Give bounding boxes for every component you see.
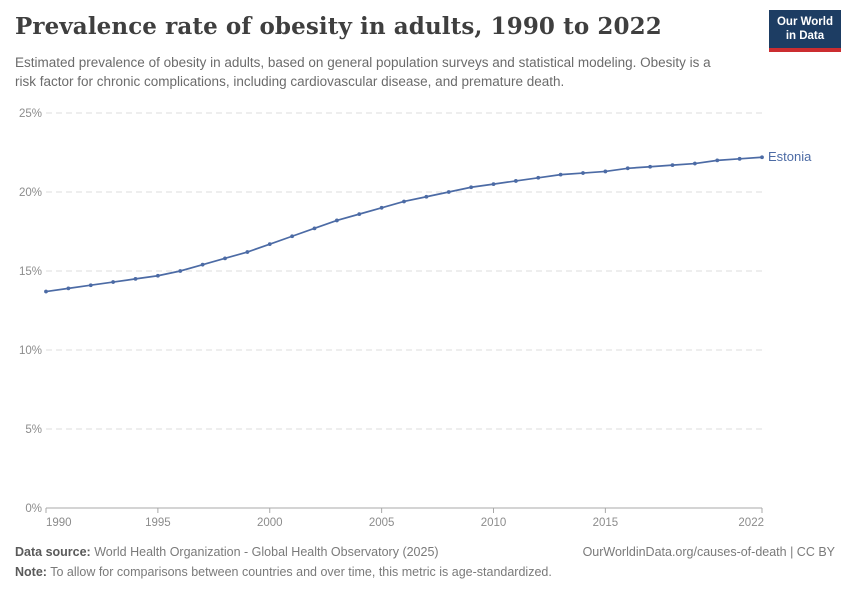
x-tick-label: 2005 [369,517,395,529]
data-source-text: World Health Organization - Global Healt… [90,545,439,559]
data-point [513,179,518,183]
data-point [379,205,384,210]
note-text: To allow for comparisons between countri… [46,565,552,579]
data-point [648,164,653,169]
x-tick-label: 2010 [481,517,507,529]
data-point [290,234,295,239]
data-point [760,155,764,160]
data-point [536,175,541,180]
y-tick-label: 0% [25,503,42,515]
data-point [88,283,93,288]
y-tick-label: 5% [25,424,42,436]
y-tick-label: 15% [19,266,42,278]
data-source-label: Data source: [15,545,91,559]
data-point [491,182,496,187]
data-point [245,250,250,254]
data-point [558,172,563,177]
x-tick-label: 1995 [145,517,171,529]
owid-url-link[interactable]: OurWorldinData.org/causes-of-death | CC … [582,545,835,559]
data-point [357,212,362,217]
trend-line [45,156,763,293]
data-point [178,269,183,273]
data-source-row: Data source: World Health Organization -… [15,545,439,559]
data-point [670,163,675,168]
chart-subtitle: Estimated prevalence of obesity in adult… [15,55,711,89]
data-point [424,194,429,199]
x-tick-label: 2022 [738,517,764,529]
data-point [715,158,720,163]
page-title: Prevalence rate of obesity in adults, 19… [15,13,662,40]
x-tick-label: 2000 [257,517,283,529]
note-label: Note: [15,565,47,579]
owid-logo-line1: Our World [776,16,833,28]
note-row: Note: To allow for comparisons between c… [15,565,552,579]
owid-logo-line2: in Data [785,29,825,42]
data-point [66,286,71,291]
data-point [44,289,48,294]
data-point [334,218,339,223]
data-point [625,166,630,171]
data-point [469,185,474,190]
data-point [402,199,406,204]
data-point [581,171,585,175]
owid-logo: Our World in Data [768,10,841,52]
data-point [223,256,227,261]
data-point [155,273,160,278]
x-tick-label: 2015 [593,517,619,529]
data-point [737,156,742,161]
y-tick-label: 20% [19,187,42,199]
x-tick-label: 1990 [46,517,72,529]
data-point [446,190,451,194]
data-point [312,226,317,231]
y-tick-label: 25% [19,108,42,120]
data-point [133,277,138,281]
data-point [692,161,697,166]
data-point [200,262,205,267]
series-label[interactable]: Estonia [768,149,812,164]
data-point [111,280,116,284]
data-point [603,169,608,174]
y-tick-label: 10% [19,345,42,357]
data-point [267,242,272,247]
